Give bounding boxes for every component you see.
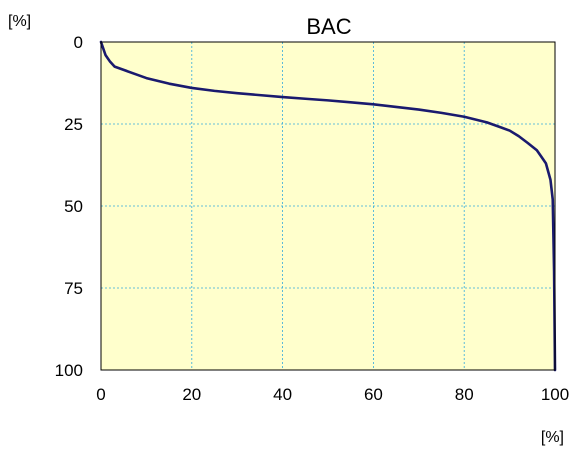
y-tick-label: 0: [74, 33, 83, 52]
grid: [101, 42, 555, 370]
plot-area: [101, 42, 555, 370]
x-tick-label: 0: [96, 385, 105, 404]
chart-title: BAC: [306, 14, 351, 39]
x-tick-label: 40: [273, 385, 292, 404]
y-axis-unit: [%]: [8, 13, 31, 30]
x-axis-ticks: 0 20 40 60 80 100: [96, 385, 569, 404]
x-tick-label: 60: [364, 385, 383, 404]
plot-frame: [100, 41, 556, 371]
y-tick-label: 50: [64, 197, 83, 216]
y-axis-ticks: 0 25 50 75 100: [55, 33, 83, 380]
x-tick-label: 20: [182, 385, 201, 404]
y-tick-label: 25: [64, 115, 83, 134]
x-axis-unit: [%]: [541, 429, 564, 446]
series-line: [99, 40, 557, 372]
y-tick-label: 100: [55, 361, 83, 380]
x-tick-label: 80: [455, 385, 474, 404]
x-tick-label: 100: [541, 385, 569, 404]
y-tick-label: 75: [64, 279, 83, 298]
